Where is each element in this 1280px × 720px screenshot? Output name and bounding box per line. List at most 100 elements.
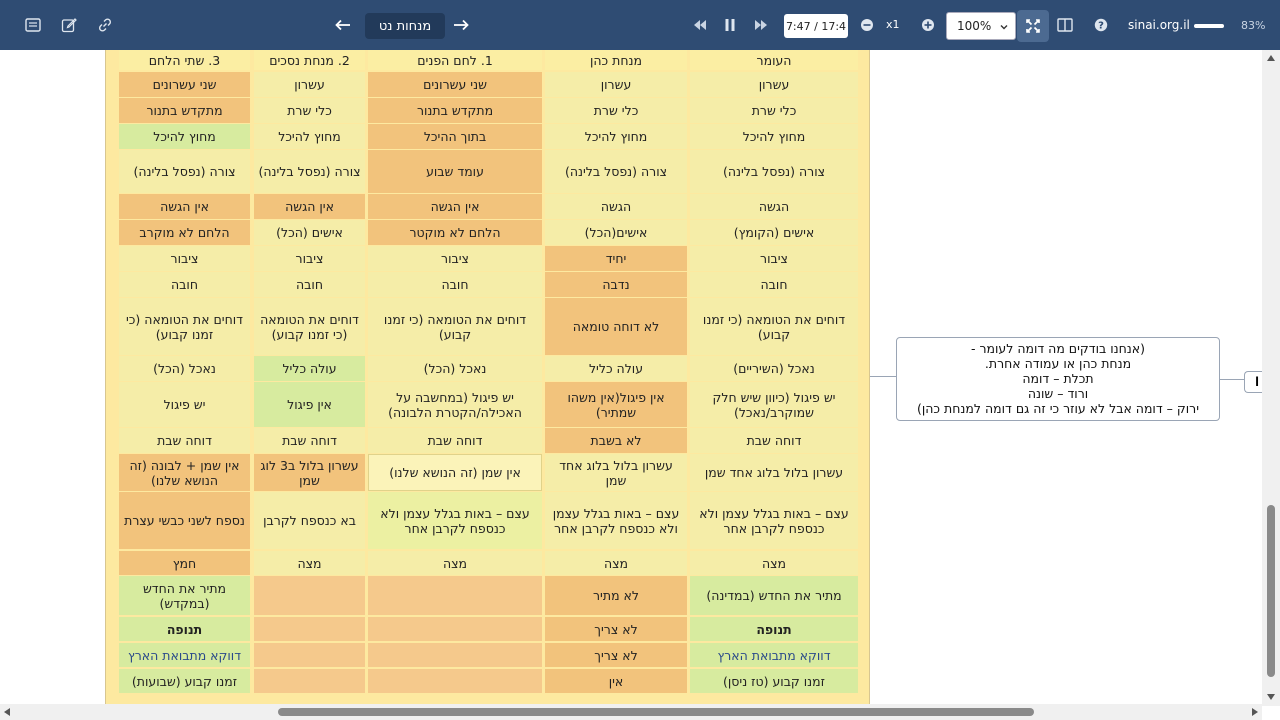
table-cell: שני עשרונים [119, 72, 250, 97]
zoom-value: 100% [957, 19, 992, 33]
volume-percent: 83% [1241, 19, 1266, 32]
chevron-down-icon [999, 21, 1009, 35]
table-cell: צורה (נפסל בלינה) [254, 150, 365, 193]
table-cell: בא כנספח לקרבן [254, 492, 365, 549]
table-cell: מתקדש בתנור [119, 98, 250, 123]
zoom-in-icon[interactable] [913, 0, 943, 50]
table-cell: לא מתיר [545, 576, 687, 615]
scroll-up-icon[interactable] [1267, 55, 1275, 61]
partial-node[interactable]: ן [1244, 371, 1274, 393]
note-line: מנחת כהן או עמודה אחרת. [984, 356, 1132, 371]
scroll-left-icon[interactable] [4, 708, 10, 716]
table-cell: חובה [368, 272, 542, 297]
table-cell: מתיר את החדש (במקדש) [119, 576, 250, 615]
table-cell: עולה כליל [545, 356, 687, 381]
menu-icon[interactable] [18, 0, 48, 50]
table-cell: דוחים את הטומאה (כי זמנו קבוע) [119, 298, 250, 355]
table-cell: ציבור [254, 246, 365, 271]
connector-line [870, 376, 896, 377]
skip-back-icon[interactable] [685, 0, 715, 50]
table-cell: הגשה [545, 194, 687, 219]
mindmap-canvas[interactable]: העומר מנחת כהן 1. לחם הפנים 2. מנחת נסכים 3.… [0, 50, 1280, 720]
scroll-right-icon[interactable] [1252, 708, 1258, 716]
table-cell: כלי שרת [690, 98, 858, 123]
table-cell: יחיד [545, 246, 687, 271]
table-cell: מצה [545, 551, 687, 575]
pause-icon[interactable] [715, 0, 745, 50]
table-cell: אין שמן (זה הנושא שלנו) [368, 454, 542, 491]
table-cell: הלחם לא מוקטר [368, 220, 542, 245]
help-icon[interactable]: ? [1086, 0, 1116, 50]
table-cell: הגשה [690, 194, 858, 219]
note-line: (אנחנו בודקים מה דומה לעומר - [970, 341, 1146, 356]
table-cell: עולה כליל [254, 356, 365, 381]
table-header-cell: 1. לחם הפנים [368, 50, 542, 70]
toolbar: מנחות נט 7:47 / 17:4 x1 100% ? sinai.org… [0, 0, 1280, 50]
table-cell: דוחה שבת [690, 428, 858, 453]
arrow-right-icon[interactable] [446, 0, 476, 50]
table-cell: נאכל (הכל) [368, 356, 542, 381]
table-cell: תנופה [690, 617, 858, 641]
table-cell [368, 576, 542, 615]
note-line: ירוק – דומה אבל לא עוזר כי זה גם דומה למ… [916, 401, 1199, 416]
horizontal-scroll-thumb[interactable] [278, 708, 1034, 716]
table-cell: לא דוחה טומאה [545, 298, 687, 355]
table-cell: חובה [119, 272, 250, 297]
table-cell: אישים(הכל) [545, 220, 687, 245]
table-cell: לא צריך [545, 617, 687, 641]
table-cell: עשרון [254, 72, 365, 97]
vertical-scroll-thumb[interactable] [1267, 505, 1275, 677]
arrow-left-icon[interactable] [328, 0, 358, 50]
table-cell: דוחים את הטומאה (כי זמנו קבוע) [254, 298, 365, 355]
site-name[interactable]: sinai.org.il [1128, 18, 1190, 32]
horizontal-scrollbar[interactable] [0, 704, 1262, 720]
volume-slider[interactable] [1194, 24, 1224, 28]
table-cell: ציבור [119, 246, 250, 271]
table-cell: דוחה שבת [254, 428, 365, 453]
table-cell: מתקדש בתנור [368, 98, 542, 123]
note-line: תכלת – דומה [1022, 371, 1094, 386]
zoom-out-icon[interactable] [852, 0, 882, 50]
table-cell: מחוץ להיכל [545, 124, 687, 149]
table-cell: אישים (הקומץ) [690, 220, 858, 245]
table-cell: דווקא מתבואת הארץ [119, 643, 250, 667]
table-cell: שני עשרונים [368, 72, 542, 97]
table-cell: צורה (נפסל בלינה) [545, 150, 687, 193]
edit-icon[interactable] [54, 0, 84, 50]
table-cell: חמץ [119, 551, 250, 575]
split-view-icon[interactable] [1050, 0, 1080, 50]
table-cell: אין פיגול(אין משהו שמתיר) [545, 382, 687, 427]
table-cell: מצה [368, 551, 542, 575]
vertical-scrollbar[interactable] [1262, 50, 1280, 706]
table-cell: דוחים את הטומאה (כי זמנו קבוע) [690, 298, 858, 355]
zoom-select[interactable]: 100% [946, 12, 1016, 40]
table-cell: זמנו קבוע (טז ניסן) [690, 669, 858, 693]
table-cell: אין הגשה [368, 194, 542, 219]
table-cell: נאכל (השיריים) [690, 356, 858, 381]
table-cell: מחוץ להיכל [254, 124, 365, 149]
table-cell: מחוץ להיכל [690, 124, 858, 149]
connector-line [1220, 379, 1244, 380]
table-cell: זמנו קבוע (שבועות) [119, 669, 250, 693]
video-title: מנחות נט [365, 13, 445, 39]
table-cell: עצם – באות בגלל עצמן ולא כנספח לקרבן אחר [545, 492, 687, 549]
note-node[interactable]: (אנחנו בודקים מה דומה לעומר - מנחת כהן א… [896, 337, 1220, 421]
table-cell: לא בשבת [545, 428, 687, 453]
table-cell: יש פיגול (כיוון שיש חלק שמוקרב/נאכל) [690, 382, 858, 427]
playback-speed[interactable]: x1 [886, 18, 900, 31]
table-cell: מצה [254, 551, 365, 575]
table-cell: נאכל (הכל) [119, 356, 250, 381]
fit-screen-icon[interactable] [1017, 10, 1049, 42]
table-cell: נספח לשני כבשי עצרת [119, 492, 250, 549]
scroll-down-icon[interactable] [1267, 694, 1275, 700]
table-cell: ציבור [690, 246, 858, 271]
skip-forward-icon[interactable] [746, 0, 776, 50]
link-icon[interactable] [90, 0, 120, 50]
table-cell: מחוץ להיכל [119, 124, 250, 149]
table-header-cell: העומר [690, 50, 858, 70]
table-cell: עומד שבוע [368, 150, 542, 193]
table-cell: דוחים את הטומאה (כי זמנו קבוע) [368, 298, 542, 355]
table-cell: יש פיגול (במחשבה על האכילה/הקטרת הלבונה) [368, 382, 542, 427]
table-cell: עשרון [690, 72, 858, 97]
table-cell: ציבור [368, 246, 542, 271]
